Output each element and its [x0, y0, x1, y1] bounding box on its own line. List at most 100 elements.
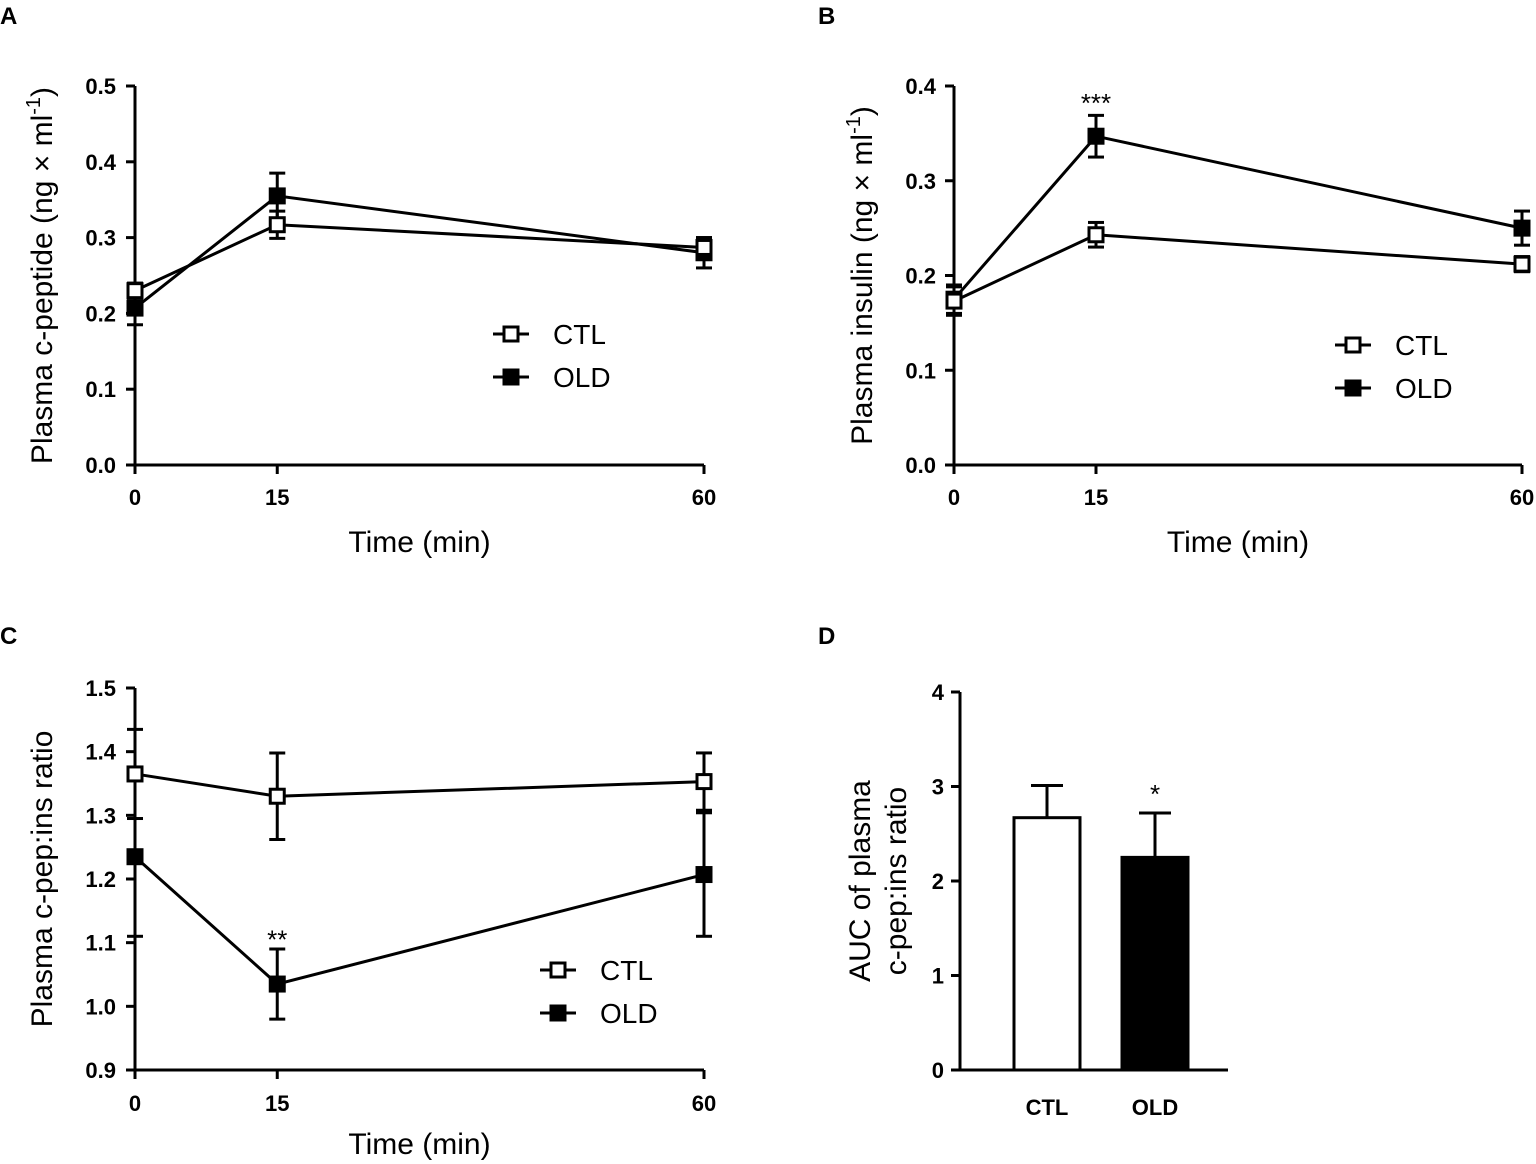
y-axis-label: Plasma insulin (ng × ml-1): [843, 106, 879, 445]
legend-marker: [549, 961, 567, 979]
series-old: [126, 171, 713, 327]
legend-label: OLD: [553, 362, 611, 393]
legend-entry: OLD: [1335, 373, 1453, 404]
y-tick-label: 1.4: [85, 740, 116, 765]
y-tick-label: 0.4: [905, 74, 936, 99]
x-tick-label: 0: [948, 485, 960, 510]
series-line: [952, 134, 1523, 301]
panel-D: D 0 1 2 3 4 AUC of plasma c-pep:ins ratio CTL OLD…: [818, 623, 1228, 1120]
legend-label: CTL: [553, 319, 606, 350]
y-tick-label: 0.5: [85, 74, 116, 99]
data-point: [1087, 127, 1105, 145]
legend-marker: [502, 368, 520, 386]
x-tick-label: 60: [1510, 485, 1534, 510]
x-tick-label: OLD: [1132, 1095, 1178, 1120]
y-tick-label: 1: [932, 964, 944, 989]
y-tick-label: 0: [932, 1058, 944, 1083]
y-tick-label: 2: [932, 869, 944, 894]
legend-entry: OLD: [493, 362, 611, 393]
data-point: [126, 282, 144, 300]
x-tick-label: CTL: [1026, 1095, 1069, 1120]
legend-entry: OLD: [540, 998, 658, 1029]
y-axis-label-tail: ): [846, 106, 879, 116]
y-tick-label: 0.4: [85, 150, 116, 175]
y-axis-label: Plasma c-pep:ins ratio: [26, 731, 59, 1028]
data-point: [695, 238, 713, 256]
data-point: [695, 866, 713, 884]
data-point: [126, 848, 144, 866]
panel-letter: B: [818, 3, 835, 30]
series-ctl: [126, 209, 713, 300]
legend-label: CTL: [600, 955, 653, 986]
series-line: [134, 772, 705, 798]
y-axis-label-sup: -1: [23, 97, 45, 115]
y-tick-label: 3: [932, 775, 944, 800]
x-tick-label: 0: [129, 1091, 141, 1116]
y-axis-label-main: Plasma c-pep:ins ratio: [26, 731, 59, 1028]
y-tick-label: 1.3: [85, 803, 116, 828]
significance-marker: **: [267, 924, 287, 954]
y-axis-label-main: Plasma insulin (ng × ml: [846, 134, 879, 445]
y-tick-label: 1.5: [85, 676, 116, 701]
data-point: [268, 187, 286, 205]
y-tick-label: 1.0: [85, 994, 116, 1019]
x-axis-label: Time (min): [348, 1128, 490, 1161]
legend-marker: [502, 325, 520, 343]
x-tick-label: 60: [692, 485, 716, 510]
data-point: [268, 787, 286, 805]
y-axis-label-tail: ): [26, 87, 59, 97]
y-tick-label: 0.0: [905, 453, 936, 478]
y-axis-label-line1: AUC of plasma: [844, 780, 877, 982]
x-axis-label: Time (min): [348, 526, 490, 559]
legend-entry: CTL: [1335, 330, 1448, 361]
data-point: [268, 216, 286, 234]
x-tick-label: 15: [265, 1091, 289, 1116]
legend-entry: CTL: [493, 319, 606, 350]
data-point: [268, 975, 286, 993]
significance-marker: ***: [1081, 88, 1111, 118]
panel-B: B 0.0 0.1 0.2 0.3 0.4 0 15 60 Time (min) Plasma in…: [818, 3, 1534, 559]
series-line: [134, 223, 705, 293]
legend-label: CTL: [1395, 330, 1448, 361]
y-tick-label: 0.1: [85, 377, 116, 402]
series-old: [945, 113, 1531, 315]
data-point: [126, 299, 144, 317]
bar-ctl: [1012, 816, 1082, 1072]
x-tick-label: 15: [1084, 485, 1108, 510]
data-point: [1087, 226, 1105, 244]
legend-label: OLD: [1395, 373, 1453, 404]
y-tick-label: 0.0: [85, 453, 116, 478]
y-axis-label-line2: c-pep:ins ratio: [880, 787, 913, 975]
x-axis-label: Time (min): [1167, 526, 1309, 559]
series-ctl: [126, 727, 713, 842]
legend-marker: [1344, 379, 1362, 397]
bar-old: [1120, 855, 1190, 1072]
y-tick-label: 0.9: [85, 1058, 116, 1083]
y-tick-label: 0.1: [905, 358, 936, 383]
y-tick-label: 4: [932, 680, 945, 705]
y-tick-label: 1.2: [85, 867, 116, 892]
panel-letter: D: [818, 623, 835, 650]
legend-marker: [549, 1004, 567, 1022]
legend-marker: [1344, 336, 1362, 354]
x-tick-label: 0: [129, 485, 141, 510]
data-point: [945, 292, 963, 310]
legend-label: OLD: [600, 998, 658, 1029]
series-ctl: [945, 220, 1531, 317]
x-tick-label: 15: [265, 485, 289, 510]
y-axis-label: Plasma c-peptide (ng × ml-1): [23, 87, 59, 464]
panel-A: A 0.0 0.1 0.2 0.3 0.4 0.5 0 15 60 Time (min) Plasma…: [0, 3, 716, 559]
y-axis-label-sup: -1: [843, 116, 865, 134]
data-point: [126, 765, 144, 783]
y-axis-label-main: Plasma c-peptide (ng × ml: [26, 115, 59, 464]
legend-entry: CTL: [540, 955, 653, 986]
y-tick-label: 1.1: [85, 931, 116, 956]
panel-letter: A: [0, 3, 17, 30]
panel-C: C 0.9 1.0 1.1 1.2 1.3 1.4 1.5 0 15 60 Time (min) Pla…: [0, 623, 716, 1161]
y-tick-label: 0.2: [85, 301, 116, 326]
data-point: [1513, 219, 1531, 237]
y-tick-label: 0.2: [905, 264, 936, 289]
panel-letter: C: [0, 623, 17, 650]
y-tick-label: 0.3: [905, 169, 936, 194]
